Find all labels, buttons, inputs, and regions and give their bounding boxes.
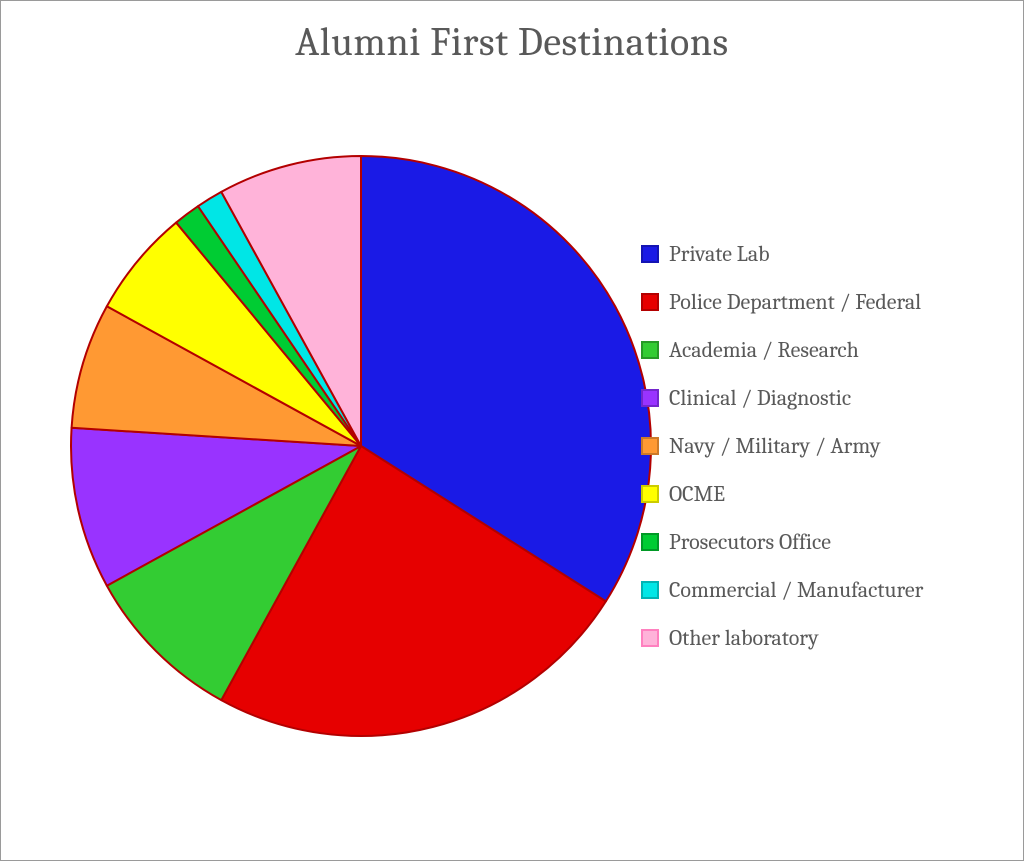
legend-label: Navy / Military / Army: [669, 433, 880, 459]
legend-swatch-icon: [641, 293, 659, 311]
legend-item: Police Department / Federal: [641, 289, 923, 315]
chart-title: Alumni First Destinations: [1, 19, 1023, 65]
legend-label: Private Lab: [669, 241, 770, 267]
legend-item: Academia / Research: [641, 337, 923, 363]
legend-item: Private Lab: [641, 241, 923, 267]
legend-swatch-icon: [641, 533, 659, 551]
legend-label: Police Department / Federal: [669, 289, 921, 315]
chart-legend: Private Lab Police Department / Federal Ac…: [641, 241, 923, 673]
legend-label: OCME: [669, 481, 725, 507]
legend-label: Prosecutors Office: [669, 529, 831, 555]
legend-item: Commercial / Manufacturer: [641, 577, 923, 603]
legend-label: Other laboratory: [669, 625, 819, 651]
legend-swatch-icon: [641, 389, 659, 407]
legend-label: Clinical / Diagnostic: [669, 385, 851, 411]
legend-item: Prosecutors Office: [641, 529, 923, 555]
legend-item: Clinical / Diagnostic: [641, 385, 923, 411]
legend-item: Other laboratory: [641, 625, 923, 651]
legend-label: Academia / Research: [669, 337, 859, 363]
legend-swatch-icon: [641, 581, 659, 599]
legend-item: Navy / Military / Army: [641, 433, 923, 459]
chart-frame: Alumni First Destinations Private Lab Pol…: [0, 0, 1024, 861]
legend-swatch-icon: [641, 245, 659, 263]
legend-swatch-icon: [641, 437, 659, 455]
legend-item: OCME: [641, 481, 923, 507]
pie-svg: [61, 146, 661, 746]
legend-label: Commercial / Manufacturer: [669, 577, 923, 603]
legend-swatch-icon: [641, 485, 659, 503]
legend-swatch-icon: [641, 341, 659, 359]
pie-chart: [61, 146, 661, 750]
legend-swatch-icon: [641, 629, 659, 647]
